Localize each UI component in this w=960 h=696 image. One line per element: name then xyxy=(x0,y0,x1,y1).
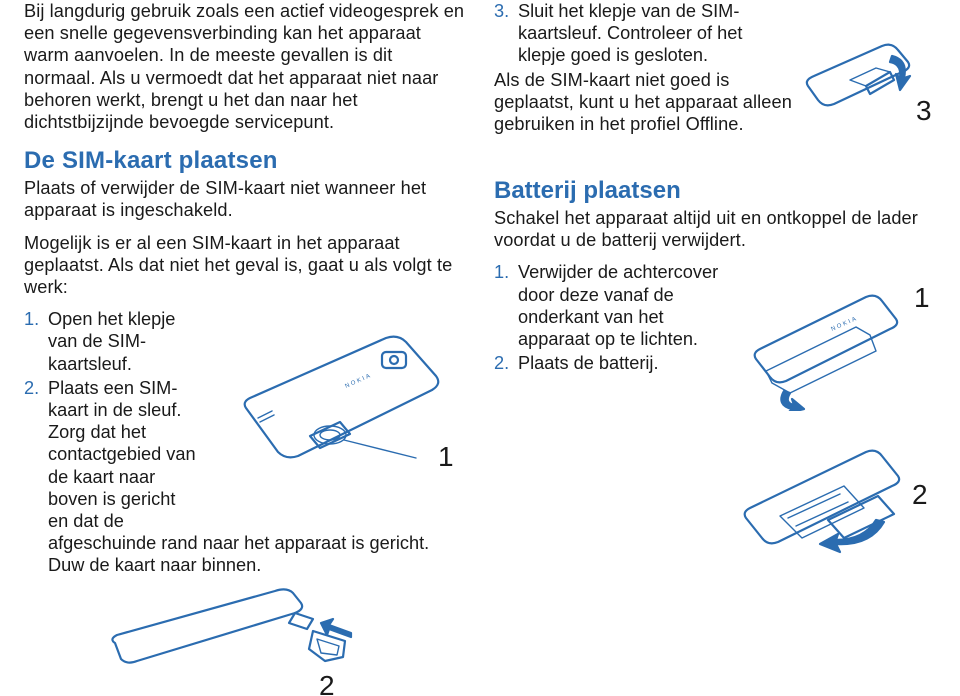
sim-heading: De SIM-kaart plaatsen xyxy=(24,147,466,175)
page: Bij langdurig gebruik zoals een actief v… xyxy=(0,0,960,696)
figure-2-label: 2 xyxy=(319,670,335,696)
intro-paragraph: Bij langdurig gebruik zoals een actief v… xyxy=(24,0,466,133)
right-column: 3 Sluit het klepje van de SIM-kaartsleuf… xyxy=(480,0,950,696)
figure-battery-2: 2 xyxy=(716,426,936,586)
figure-2-wrap: 2 xyxy=(24,583,466,696)
sim-step-2: Plaats een SIM-kaart in de sleuf. Zorg d… xyxy=(24,377,466,577)
figure-3-label: 3 xyxy=(916,95,932,126)
sim-paragraph-1: Plaats of verwijder de SIM-kaart niet wa… xyxy=(24,177,466,221)
battery-step-2: Plaats de batterij. xyxy=(494,352,936,374)
figure-batt-2-label: 2 xyxy=(912,479,928,510)
battery-steps: Verwijder de achtercover door deze vanaf… xyxy=(494,261,936,374)
left-column: Bij langdurig gebruik zoals een actief v… xyxy=(10,0,480,696)
sim-paragraph-2: Mogelijk is er al een SIM-kaart in het a… xyxy=(24,232,466,299)
sim-step-1: Open het klepje van de SIM-kaartsleuf. xyxy=(24,308,466,375)
figure-2-sim-insert: 2 xyxy=(95,583,395,696)
sim-steps: Open het klepje van de SIM-kaartsleuf. P… xyxy=(24,308,466,576)
battery-heading: Batterij plaatsen xyxy=(494,177,936,205)
sim-step-3-list: Sluit het klepje van de SIM-kaartsleuf. … xyxy=(494,0,936,67)
battery-step-1: Verwijder de achtercover door deze vanaf… xyxy=(494,261,936,350)
sim-step-3: Sluit het klepje van de SIM-kaartsleuf. … xyxy=(494,0,936,67)
battery-paragraph-1: Schakel het apparaat altijd uit en ontko… xyxy=(494,207,936,251)
figure-batt-2-wrap: 2 xyxy=(494,426,936,591)
